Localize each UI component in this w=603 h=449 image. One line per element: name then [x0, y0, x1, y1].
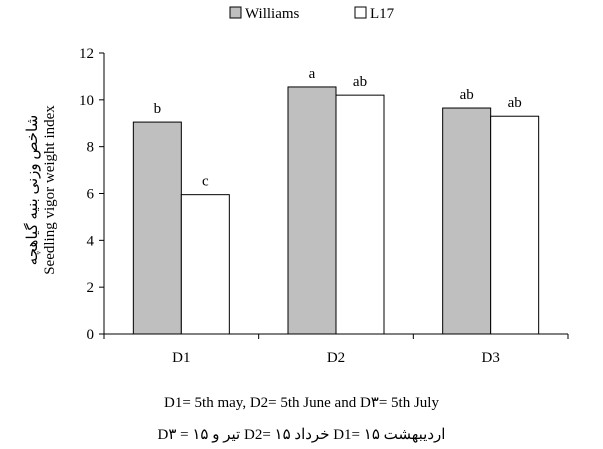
- legend-label-williams: Williams: [245, 6, 300, 22]
- bar-williams-d1: [132, 121, 182, 335]
- y-tick-label: 0: [87, 327, 95, 343]
- bar-l17-d1: [180, 194, 230, 335]
- legend-swatch-williams: [229, 6, 242, 19]
- bar-letter-label: a: [309, 66, 316, 82]
- y-tick-label: 6: [87, 187, 95, 203]
- x-category-label: D2: [327, 350, 345, 366]
- y-axis-label: Seedling vigor weight index: [42, 105, 58, 275]
- bar-williams-d2: [287, 86, 337, 335]
- bar-letter-label: ab: [353, 74, 367, 90]
- x-category-label: D3: [481, 350, 499, 366]
- y-tick-label: 12: [79, 46, 94, 62]
- caption-english: D1= 5th may, D2= 5th June and D۳= 5th Ju…: [164, 395, 439, 411]
- y-tick-label: 4: [87, 233, 95, 249]
- x-category-label: D1: [172, 350, 190, 366]
- y-tick-label: 10: [79, 93, 94, 109]
- legend-swatch-l17: [354, 6, 367, 19]
- bar-letter-label: b: [154, 101, 162, 117]
- caption-persian: D۳ = ۱۵ تیر و D2= ۱۵ خرداد D1= ۱۵ اردیبه…: [157, 427, 446, 443]
- bar-l17-d2: [335, 94, 385, 335]
- bar-l17-d3: [490, 115, 540, 335]
- bar-williams-d3: [442, 107, 492, 335]
- bar-letter-label: c: [202, 174, 209, 190]
- legend-label-l17: L17: [370, 6, 395, 22]
- y-axis-label-persian: شاخص وزنی بنیه گیاهچه: [25, 114, 41, 266]
- y-tick-label: 8: [87, 140, 95, 156]
- y-tick-label: 2: [87, 280, 95, 296]
- bar-letter-label: ab: [508, 95, 522, 111]
- bar-letter-label: ab: [460, 87, 474, 103]
